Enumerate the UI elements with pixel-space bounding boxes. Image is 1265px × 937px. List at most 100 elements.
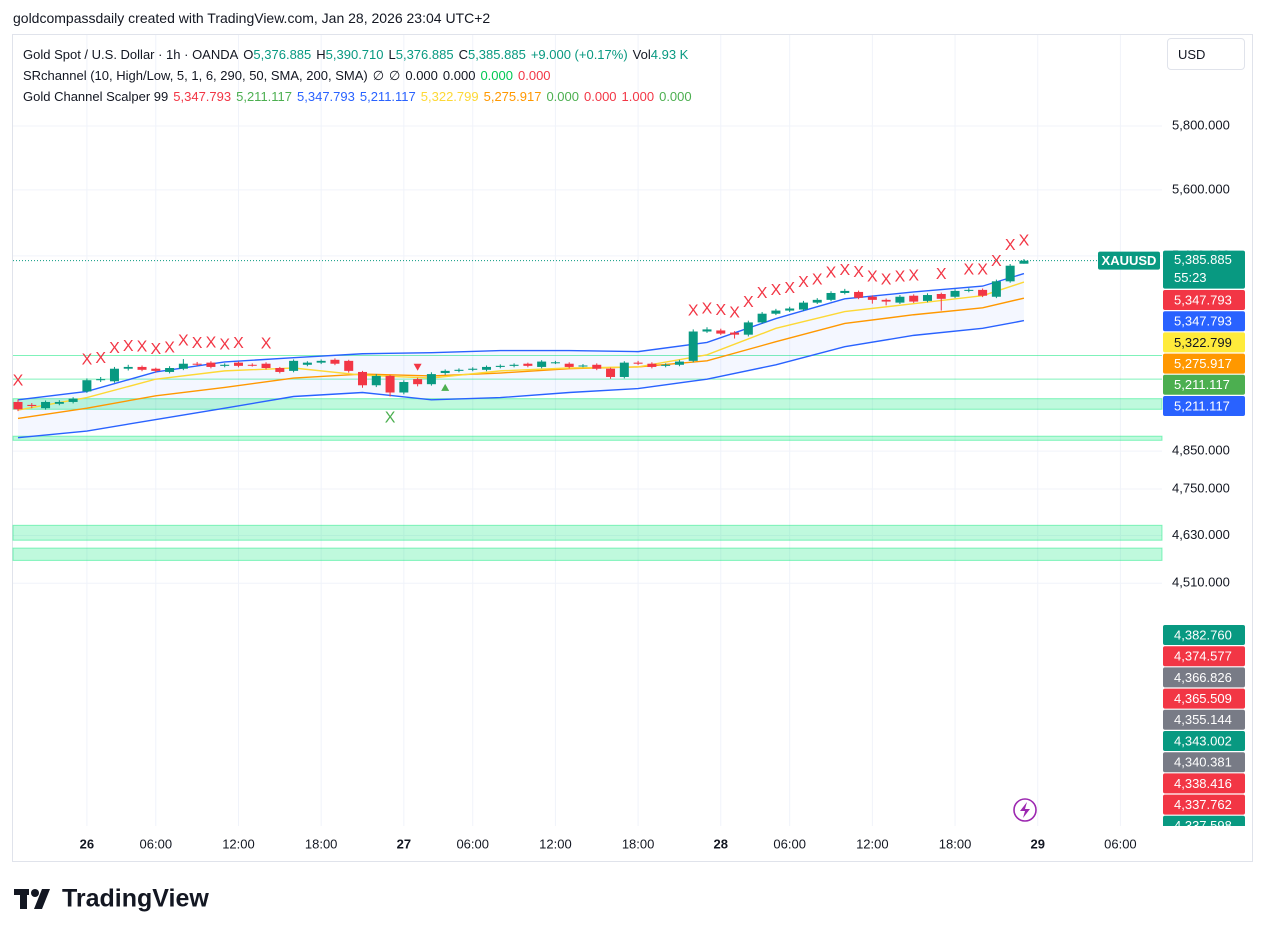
indicator-value: 5,347.793 bbox=[297, 89, 355, 104]
x-tick-label: 06:00 bbox=[1104, 836, 1137, 851]
ohlc-label: O bbox=[243, 47, 254, 62]
price-label-text: 4,374.577 bbox=[1174, 649, 1232, 664]
candle-body bbox=[109, 368, 119, 382]
y-tick-label: 5,600.000 bbox=[1172, 181, 1230, 196]
volume-value: 4.93 K bbox=[650, 47, 689, 62]
price-label-text: 5,322.799 bbox=[1174, 335, 1232, 350]
candle-body bbox=[289, 360, 299, 371]
price-label-text: 5,347.793 bbox=[1174, 292, 1232, 307]
indicator-name: SRchannel (10, High/Low, 5, 1, 6, 290, 5… bbox=[23, 68, 368, 83]
sell-signal: X bbox=[150, 341, 161, 358]
price-label: 5,347.793 bbox=[1163, 290, 1245, 310]
legend-row: Gold Channel Scalper 99 5,347.793 5,211.11… bbox=[23, 86, 697, 107]
candle-body bbox=[702, 329, 712, 332]
indicator-value: 0.000 bbox=[659, 89, 692, 104]
candle-body bbox=[619, 362, 629, 377]
candle-body bbox=[165, 368, 175, 372]
indicator-line bbox=[17, 281, 1025, 411]
candle-body bbox=[302, 362, 312, 365]
candle-body bbox=[798, 302, 808, 310]
price-label-text: 4,355.144 bbox=[1174, 712, 1232, 727]
logo-shape bbox=[34, 889, 50, 909]
candle-body bbox=[151, 368, 161, 371]
candle-body bbox=[13, 401, 23, 410]
price-label: 5,211.117 bbox=[1163, 396, 1245, 416]
sell-signal: X bbox=[95, 350, 106, 367]
legend-row: SRchannel (10, High/Low, 5, 1, 6, 290, 5… bbox=[23, 65, 697, 86]
price-label: 4,366.826 bbox=[1163, 667, 1245, 688]
indicator-value: 0.000 bbox=[546, 89, 579, 104]
x-tick-label: 18:00 bbox=[305, 836, 338, 851]
candle-body bbox=[840, 290, 850, 293]
indicator-value: 1.000 bbox=[621, 89, 655, 104]
volume-label: Vol bbox=[632, 47, 651, 62]
candle-body bbox=[1005, 265, 1015, 282]
price-label: 5,322.799 bbox=[1163, 332, 1245, 353]
candle-body bbox=[592, 364, 602, 369]
candle-body bbox=[716, 330, 726, 334]
candle-body bbox=[440, 370, 450, 374]
sell-signal: X bbox=[109, 340, 120, 357]
price-label-bg bbox=[1163, 311, 1245, 332]
candle-body bbox=[730, 332, 740, 335]
price-label: 5,275.917 bbox=[1163, 353, 1245, 374]
last-price-label: 5,385.885 55:23 bbox=[1163, 250, 1245, 289]
price-label-text: 5,275.917 bbox=[1174, 356, 1232, 371]
sell-signal: X bbox=[715, 302, 726, 319]
ohlc-label: C bbox=[458, 47, 468, 62]
candle-body bbox=[978, 289, 988, 296]
x-tick-label: 28 bbox=[714, 836, 728, 851]
price-label-bg bbox=[1163, 290, 1245, 310]
candle-body bbox=[854, 291, 864, 298]
candle-body bbox=[68, 398, 78, 402]
logo-shape bbox=[20, 889, 27, 909]
legend-row: Gold Spot / U.S. Dollar · 1h · OANDA O5,3… bbox=[23, 44, 697, 65]
candle-body bbox=[192, 363, 202, 365]
ohlc-value: 5,376.885 bbox=[253, 47, 312, 62]
symbol-tag: XAUUSD bbox=[1098, 251, 1160, 270]
candle-body bbox=[537, 361, 547, 367]
legend: Gold Spot / U.S. Dollar · 1h · OANDA O5,3… bbox=[23, 44, 697, 107]
candle-body bbox=[468, 368, 478, 370]
price-change: +9.000 (+0.17%) bbox=[530, 47, 628, 62]
sell-signal: X bbox=[812, 271, 823, 288]
ohlc-label: L bbox=[388, 47, 396, 62]
x-tick-label: 29 bbox=[1030, 836, 1044, 851]
indicator-value: ∅ bbox=[372, 68, 385, 83]
last-price-bg bbox=[1163, 250, 1245, 289]
indicator-line bbox=[17, 319, 1025, 439]
candle-body bbox=[509, 364, 519, 366]
candle-body bbox=[688, 331, 698, 361]
candle-body bbox=[785, 308, 795, 311]
indicator-value: 0.000 bbox=[518, 68, 551, 83]
indicator-value: 0.000 bbox=[480, 68, 513, 83]
price-label-text: 4,337.762 bbox=[1174, 797, 1232, 812]
candle-body bbox=[606, 368, 616, 377]
candle-body bbox=[123, 366, 133, 369]
indicator-value: 5,211.117 bbox=[359, 89, 416, 104]
price-label-bg bbox=[1163, 752, 1245, 773]
candle-body bbox=[909, 295, 919, 302]
candle-body bbox=[41, 401, 51, 409]
sell-signal: X bbox=[977, 262, 988, 279]
indicator-value: 0.000 bbox=[405, 68, 438, 83]
sell-signal: X bbox=[936, 266, 947, 283]
price-label-bg bbox=[1163, 646, 1245, 667]
currency-button[interactable]: USD bbox=[1167, 38, 1245, 70]
price-label: 4,340.381 bbox=[1163, 752, 1245, 773]
candle-body bbox=[743, 322, 753, 335]
price-label-bg bbox=[1163, 625, 1245, 645]
price-label-text: 4,340.381 bbox=[1174, 755, 1232, 770]
sell-signal: X bbox=[757, 285, 768, 302]
sell-signal: X bbox=[82, 352, 93, 369]
candle-body bbox=[330, 359, 340, 364]
sr-zone bbox=[12, 435, 1163, 441]
candle-body bbox=[178, 363, 188, 369]
sell-signal: X bbox=[164, 339, 175, 356]
candle-body bbox=[82, 380, 92, 392]
y-tick-label: 4,510.000 bbox=[1172, 575, 1230, 590]
sell-signal: X bbox=[688, 303, 699, 320]
sell-signal: X bbox=[178, 332, 189, 349]
candle-body bbox=[96, 379, 106, 381]
